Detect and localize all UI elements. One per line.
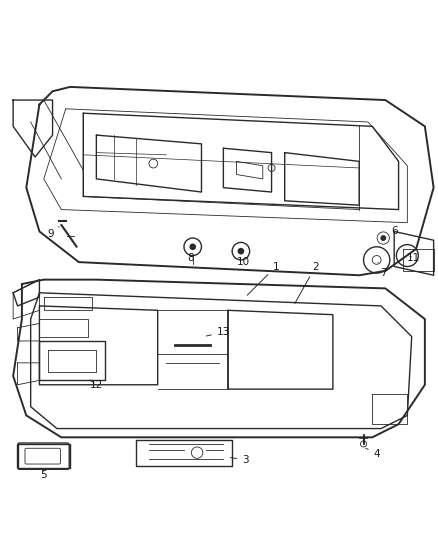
Text: 13: 13 (206, 327, 230, 337)
Text: 2: 2 (295, 262, 319, 303)
Text: 3: 3 (230, 455, 249, 465)
Circle shape (190, 244, 195, 249)
Text: 11: 11 (407, 253, 420, 263)
Text: 8: 8 (187, 247, 194, 263)
Text: 9: 9 (47, 227, 59, 239)
Circle shape (238, 248, 244, 254)
Text: 7: 7 (378, 262, 387, 278)
Circle shape (381, 236, 385, 240)
Text: 10: 10 (237, 251, 250, 267)
Text: 4: 4 (366, 448, 380, 458)
Text: 12: 12 (90, 379, 103, 390)
Text: 1: 1 (247, 262, 279, 295)
Text: 6: 6 (385, 225, 398, 238)
Text: 5: 5 (40, 470, 47, 480)
